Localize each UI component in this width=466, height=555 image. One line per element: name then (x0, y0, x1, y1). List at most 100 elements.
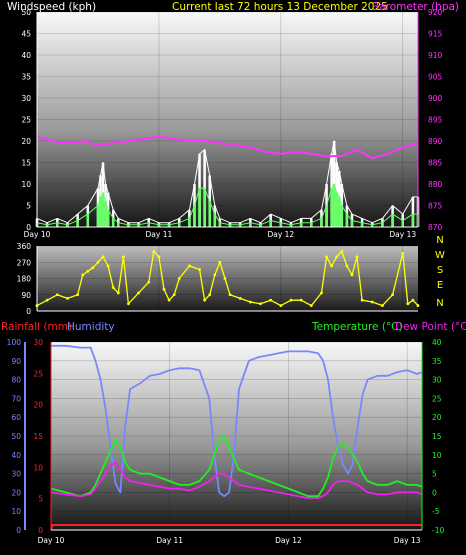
humidity-line (51, 344, 423, 498)
y2-tick-label: 885 (428, 159, 443, 168)
direction-point (91, 266, 95, 270)
rain-tick-label: 0 (38, 526, 43, 535)
direction-point (299, 298, 303, 302)
direction-point (81, 273, 85, 277)
temp-tick-label: 0 (432, 488, 437, 497)
direction-point (325, 255, 328, 259)
gust-line (36, 140, 418, 224)
current-label: Current last 72 hours 13 December 2025 (172, 1, 388, 13)
direction-point (218, 260, 222, 264)
humidity-tick-label: 40 (11, 451, 21, 460)
y-tick-label: 25 (21, 116, 31, 125)
humidity-tick-label: 10 (11, 507, 21, 516)
temp-tick-label: 30 (432, 376, 442, 385)
direction-point (416, 304, 420, 307)
humidity-tick-label: 30 (11, 470, 21, 479)
humidity-tick-label: 50 (11, 432, 21, 441)
direction-point (411, 298, 415, 302)
temp-tick-label: 35 (432, 357, 442, 366)
y2-tick-label: 920 (428, 8, 443, 17)
humidity-tick-label: 70 (11, 394, 21, 403)
dewpoint-line (50, 461, 423, 499)
y-tick-label: 90 (21, 291, 31, 300)
direction-point (350, 273, 354, 277)
windspeed-label: Windspeed (kph) (7, 1, 96, 13)
x-tick-label: Day 10 (24, 230, 51, 239)
direction-point (330, 264, 334, 268)
direction-point (279, 304, 283, 307)
humidity-tick-label: 80 (11, 376, 21, 385)
x-tick-label: Day 12 (275, 536, 302, 545)
humidity-tick-label: 0 (16, 526, 21, 535)
temp-tick-label: 25 (432, 394, 442, 403)
humidity-tick-label: 20 (11, 488, 21, 497)
direction-point (157, 255, 161, 259)
compass-label: S (437, 265, 443, 276)
humidity-tick-label: 100 (7, 338, 22, 347)
x-tick-label: Day 11 (146, 230, 173, 239)
temp-tick-label: 5 (432, 470, 437, 479)
direction-point (127, 302, 130, 306)
rain-tick-label: 25 (33, 369, 43, 378)
barometer-label: Barometer (hpa) (372, 1, 459, 13)
y-tick-label: 5 (26, 202, 31, 211)
direction-point (167, 298, 171, 302)
compass-label: W (435, 250, 445, 261)
direction-point (223, 277, 227, 280)
direction-point (208, 293, 212, 297)
direction-point (401, 251, 405, 255)
y2-tick-label: 900 (428, 94, 443, 103)
direction-point (289, 298, 293, 302)
direction-point (116, 291, 120, 295)
direction-point (55, 293, 59, 297)
compass-label: N (436, 298, 443, 309)
rainfall-label: Rainfall (mm) (1, 321, 72, 333)
avg-line (36, 183, 418, 226)
temperature-label: Temperature (°C) (311, 321, 403, 333)
x-tick-label: Day 13 (394, 536, 421, 545)
direction-point (121, 255, 125, 259)
direction-point (320, 291, 323, 295)
direction-point (228, 293, 232, 297)
direction-point (340, 250, 344, 253)
humidity-tick-label: 60 (11, 413, 21, 422)
y-tick-label: 180 (17, 275, 32, 284)
y-tick-label: 0 (26, 307, 31, 316)
temp-axes: 0 10 20 30 40 50 60 70 80 90 100 0 5 10 15 20 25 30 -10 -5 0… (7, 338, 445, 545)
direction-point (152, 250, 156, 253)
rain-tick-label: 30 (33, 338, 43, 347)
direction-point (147, 280, 151, 284)
temp-tick-label: 20 (432, 413, 442, 422)
rain-tick-label: 15 (33, 432, 43, 441)
direction-point (248, 300, 252, 304)
compass-label: N (436, 235, 443, 246)
x-tick-label: Day 10 (38, 536, 65, 545)
wind-axes: 0 5 10 15 20 25 30 35 40 45 50 870 875 880 885 890 895 90… (21, 8, 442, 239)
rain-tick-label: 5 (38, 495, 43, 504)
barometer-line (36, 135, 419, 160)
direction-point (203, 298, 207, 302)
direction-point (76, 293, 80, 297)
direction-point (101, 255, 105, 259)
direction-point (355, 255, 359, 259)
rain-tick-label: 10 (33, 463, 43, 472)
direction-point (269, 298, 273, 302)
y2-tick-label: 905 (428, 73, 443, 82)
temp-tick-label: 40 (432, 338, 442, 347)
y2-tick-label: 915 (428, 30, 443, 39)
direction-point (370, 300, 374, 304)
y-tick-label: 35 (21, 73, 31, 82)
direction-point (335, 255, 339, 259)
direction-point (259, 302, 262, 306)
y2-tick-label: 890 (428, 137, 443, 146)
y-tick-label: 270 (17, 258, 32, 267)
direction-point (360, 298, 364, 302)
y-tick-label: 30 (21, 94, 31, 103)
direction-point (188, 264, 191, 268)
y2-tick-label: 870 (428, 223, 443, 232)
direction-point (381, 304, 384, 307)
x-tick-label: Day 13 (389, 230, 416, 239)
direction-point (238, 296, 242, 300)
direction-point (406, 302, 410, 306)
